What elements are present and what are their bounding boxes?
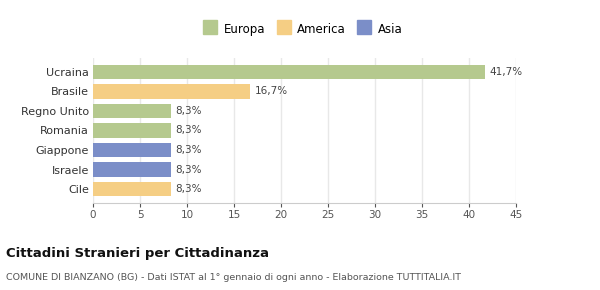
Text: 41,7%: 41,7%: [490, 67, 523, 77]
Bar: [93, 182, 171, 196]
Bar: [93, 123, 171, 138]
Text: 8,3%: 8,3%: [176, 126, 202, 135]
Legend: Europa, America, Asia: Europa, America, Asia: [204, 20, 405, 38]
Bar: [93, 143, 171, 157]
Text: Cittadini Stranieri per Cittadinanza: Cittadini Stranieri per Cittadinanza: [6, 247, 269, 260]
Text: 8,3%: 8,3%: [176, 106, 202, 116]
Text: 16,7%: 16,7%: [254, 86, 288, 97]
Text: 8,3%: 8,3%: [176, 164, 202, 175]
Bar: [93, 65, 485, 79]
Bar: [93, 84, 250, 99]
Text: 8,3%: 8,3%: [176, 184, 202, 194]
Bar: [93, 104, 171, 118]
Text: COMUNE DI BIANZANO (BG) - Dati ISTAT al 1° gennaio di ogni anno - Elaborazione T: COMUNE DI BIANZANO (BG) - Dati ISTAT al …: [6, 273, 461, 282]
Bar: [93, 162, 171, 177]
Text: 8,3%: 8,3%: [176, 145, 202, 155]
